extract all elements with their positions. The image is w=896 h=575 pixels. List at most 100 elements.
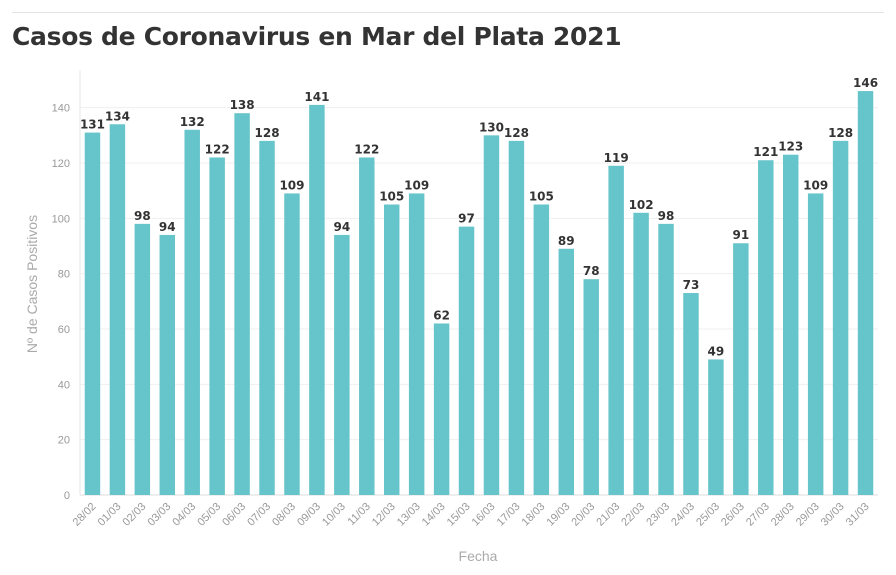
bar-value-label: 146 — [853, 76, 878, 90]
x-tick-label: 04/03 — [170, 501, 198, 529]
x-tick-label: 30/03 — [819, 501, 847, 529]
y-axis-title: Nº de Casos Positivos — [24, 215, 40, 353]
x-tick-label: 25/03 — [694, 501, 722, 529]
bar-value-label: 98 — [134, 209, 151, 223]
y-tick-label: 0 — [64, 490, 70, 502]
x-tick-label: 16/03 — [470, 501, 498, 529]
bar — [758, 160, 774, 495]
bars — [84, 91, 874, 496]
x-tick-label: 23/03 — [644, 501, 672, 529]
bar — [782, 154, 799, 495]
x-tick-label: 17/03 — [495, 501, 523, 529]
bar — [558, 248, 575, 495]
bar-value-label: 105 — [529, 190, 554, 204]
x-tick-label: 10/03 — [320, 501, 348, 529]
x-tick-label: 09/03 — [295, 501, 323, 529]
bar — [508, 140, 525, 495]
bar — [832, 140, 849, 495]
bar — [408, 193, 425, 495]
bar — [184, 129, 200, 496]
y-tick-label: 140 — [52, 103, 70, 115]
bar — [359, 157, 375, 495]
x-tick-label: 03/03 — [145, 501, 173, 529]
bar — [458, 226, 475, 495]
bar — [284, 193, 300, 495]
bar-value-label: 121 — [753, 145, 778, 159]
x-tick-label: 24/03 — [669, 501, 697, 529]
bar-value-label: 138 — [230, 98, 255, 112]
bar — [658, 223, 674, 495]
x-tick-label: 29/03 — [794, 501, 822, 529]
bar — [109, 124, 126, 496]
x-tick-label: 18/03 — [520, 501, 548, 529]
x-tick-label: 06/03 — [220, 501, 248, 529]
x-tick-label: 08/03 — [270, 501, 298, 529]
bar — [857, 91, 874, 496]
bar-value-label: 119 — [604, 151, 629, 165]
bar-value-label: 62 — [433, 308, 450, 322]
x-tick-label: 21/03 — [594, 501, 622, 529]
bar — [309, 104, 325, 496]
bar — [733, 243, 749, 495]
x-tick-label: 28/03 — [769, 501, 797, 529]
bar — [209, 157, 225, 495]
value-labels: 1311349894132122138128109141941221051096… — [80, 76, 878, 358]
x-tick-label: 05/03 — [195, 501, 223, 529]
x-axis-title: Fecha — [459, 548, 498, 564]
bar-value-label: 98 — [658, 209, 675, 223]
bar-value-label: 122 — [205, 142, 230, 156]
y-tick-label: 20 — [58, 435, 70, 447]
bar-value-label: 94 — [159, 220, 176, 234]
top-divider — [12, 12, 884, 13]
y-tick-label: 100 — [52, 213, 70, 225]
bar-value-label: 123 — [778, 140, 803, 154]
y-tick-label: 60 — [58, 324, 70, 336]
y-tick-label: 80 — [58, 269, 70, 281]
bar — [708, 359, 724, 495]
bar — [334, 234, 350, 495]
x-tick-label: 12/03 — [370, 501, 398, 529]
x-tick-label: 26/03 — [719, 501, 747, 529]
x-tick-label: 01/03 — [96, 501, 124, 529]
y-tick-label: 120 — [52, 158, 70, 170]
bar-value-label: 97 — [458, 212, 475, 226]
bar-value-label: 91 — [732, 228, 749, 242]
bar-value-label: 128 — [828, 126, 853, 140]
bar-value-label: 128 — [255, 126, 280, 140]
x-tick-label: 13/03 — [395, 501, 423, 529]
x-tick-label: 11/03 — [346, 501, 373, 528]
bar — [259, 140, 275, 495]
bar-value-label: 128 — [504, 126, 529, 140]
bar-value-label: 102 — [629, 198, 654, 212]
chart-title: Casos de Coronavirus en Mar del Plata 20… — [12, 22, 622, 51]
bar-value-label: 89 — [558, 234, 575, 248]
x-tick-label: 22/03 — [619, 501, 647, 529]
bar-value-label: 141 — [304, 90, 329, 104]
bar — [433, 323, 450, 495]
y-axis-ticks: 0 20 40 60 80 100 120 140 — [52, 103, 70, 502]
x-tick-label: 14/03 — [420, 501, 448, 529]
x-tick-label: 20/03 — [569, 501, 597, 529]
x-tick-label: 27/03 — [744, 501, 772, 529]
bar — [533, 204, 550, 495]
bar — [383, 204, 400, 495]
bar-value-label: 109 — [404, 178, 429, 192]
x-tick-label: 07/03 — [245, 501, 273, 529]
x-tick-label: 19/03 — [544, 501, 572, 529]
bar — [683, 293, 699, 495]
bar — [234, 113, 250, 495]
bar-value-label: 49 — [708, 344, 725, 358]
bar — [608, 165, 624, 495]
bar-value-label: 122 — [354, 142, 379, 156]
bar — [483, 135, 500, 496]
bar — [159, 234, 176, 495]
x-tick-label: 31/03 — [844, 501, 872, 529]
bar-value-label: 132 — [180, 115, 205, 129]
bar-value-label: 131 — [80, 118, 105, 132]
bar-value-label: 94 — [333, 220, 350, 234]
y-tick-label: 40 — [58, 379, 70, 391]
bar — [633, 212, 649, 496]
x-tick-label: 15/03 — [445, 501, 473, 529]
x-tick-label: 02/03 — [121, 501, 149, 529]
